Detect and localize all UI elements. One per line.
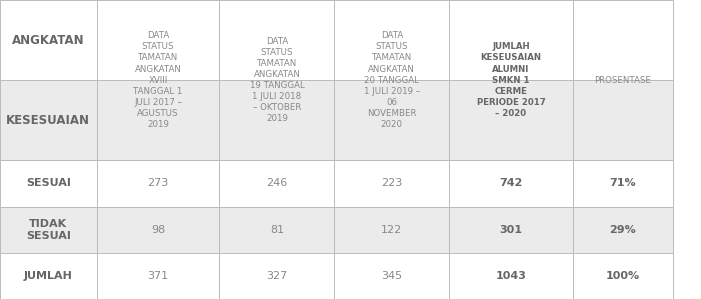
Bar [97,80,219,160]
Bar [219,160,334,207]
Text: 371: 371 [147,271,169,281]
Bar [0,0,97,80]
Text: SESUAI: SESUAI [26,179,71,188]
Bar [219,0,334,80]
Text: 1043: 1043 [496,271,526,281]
Bar [97,160,219,207]
Text: DATA
STATUS
TAMATAN
ANGKATAN
19 TANGGAL
1 JULI 2018
– OKTOBER
2019: DATA STATUS TAMATAN ANGKATAN 19 TANGGAL … [250,37,304,123]
Text: 100%: 100% [606,271,640,281]
Bar [334,0,449,80]
Text: 81: 81 [270,225,284,235]
Bar [97,0,219,80]
Text: 98: 98 [151,225,165,235]
Bar [334,80,449,160]
Bar [449,160,573,207]
Text: 246: 246 [266,179,287,188]
Text: 29%: 29% [609,225,637,235]
Bar [573,253,673,299]
Bar [449,253,573,299]
Bar [449,80,573,160]
Bar [334,207,449,253]
Text: DATA
STATUS
TAMATAN
ANGKATAN
XVIII
TANGGAL 1
JULI 2017 –
AGUSTUS
2019: DATA STATUS TAMATAN ANGKATAN XVIII TANGG… [133,31,183,129]
Text: JUMLAH: JUMLAH [24,271,73,281]
Bar [334,253,449,299]
Text: TIDAK
SESUAI: TIDAK SESUAI [26,219,71,241]
Text: PROSENTASE: PROSENTASE [594,76,651,85]
Text: 223: 223 [381,179,402,188]
Text: 71%: 71% [610,179,636,188]
Text: 327: 327 [266,271,287,281]
Bar [334,160,449,207]
Text: 345: 345 [381,271,402,281]
Bar [0,80,97,160]
Text: DATA
STATUS
TAMATAN
ANGKATAN
20 TANGGAL
1 JULI 2019 –
06
NOVEMBER
2020: DATA STATUS TAMATAN ANGKATAN 20 TANGGAL … [364,31,420,129]
Bar [219,253,334,299]
Text: ANGKATAN: ANGKATAN [12,33,85,47]
Bar [573,80,673,160]
Bar [97,253,219,299]
Bar [0,253,97,299]
Bar [219,207,334,253]
Bar [0,207,97,253]
Text: KESESUAIAN: KESESUAIAN [6,114,90,127]
Bar [219,80,334,160]
Bar [573,207,673,253]
Bar [0,160,97,207]
Text: 742: 742 [499,179,523,188]
Text: 273: 273 [147,179,169,188]
Bar [573,160,673,207]
Bar [449,207,573,253]
Bar [97,207,219,253]
Bar [449,0,573,80]
Bar [573,0,673,80]
Text: 122: 122 [381,225,402,235]
Text: 301: 301 [500,225,522,235]
Text: JUMLAH
KESEUSAIAN
ALUMNI
SMKN 1
CERME
PERIODE 2017
– 2020: JUMLAH KESEUSAIAN ALUMNI SMKN 1 CERME PE… [477,42,545,118]
